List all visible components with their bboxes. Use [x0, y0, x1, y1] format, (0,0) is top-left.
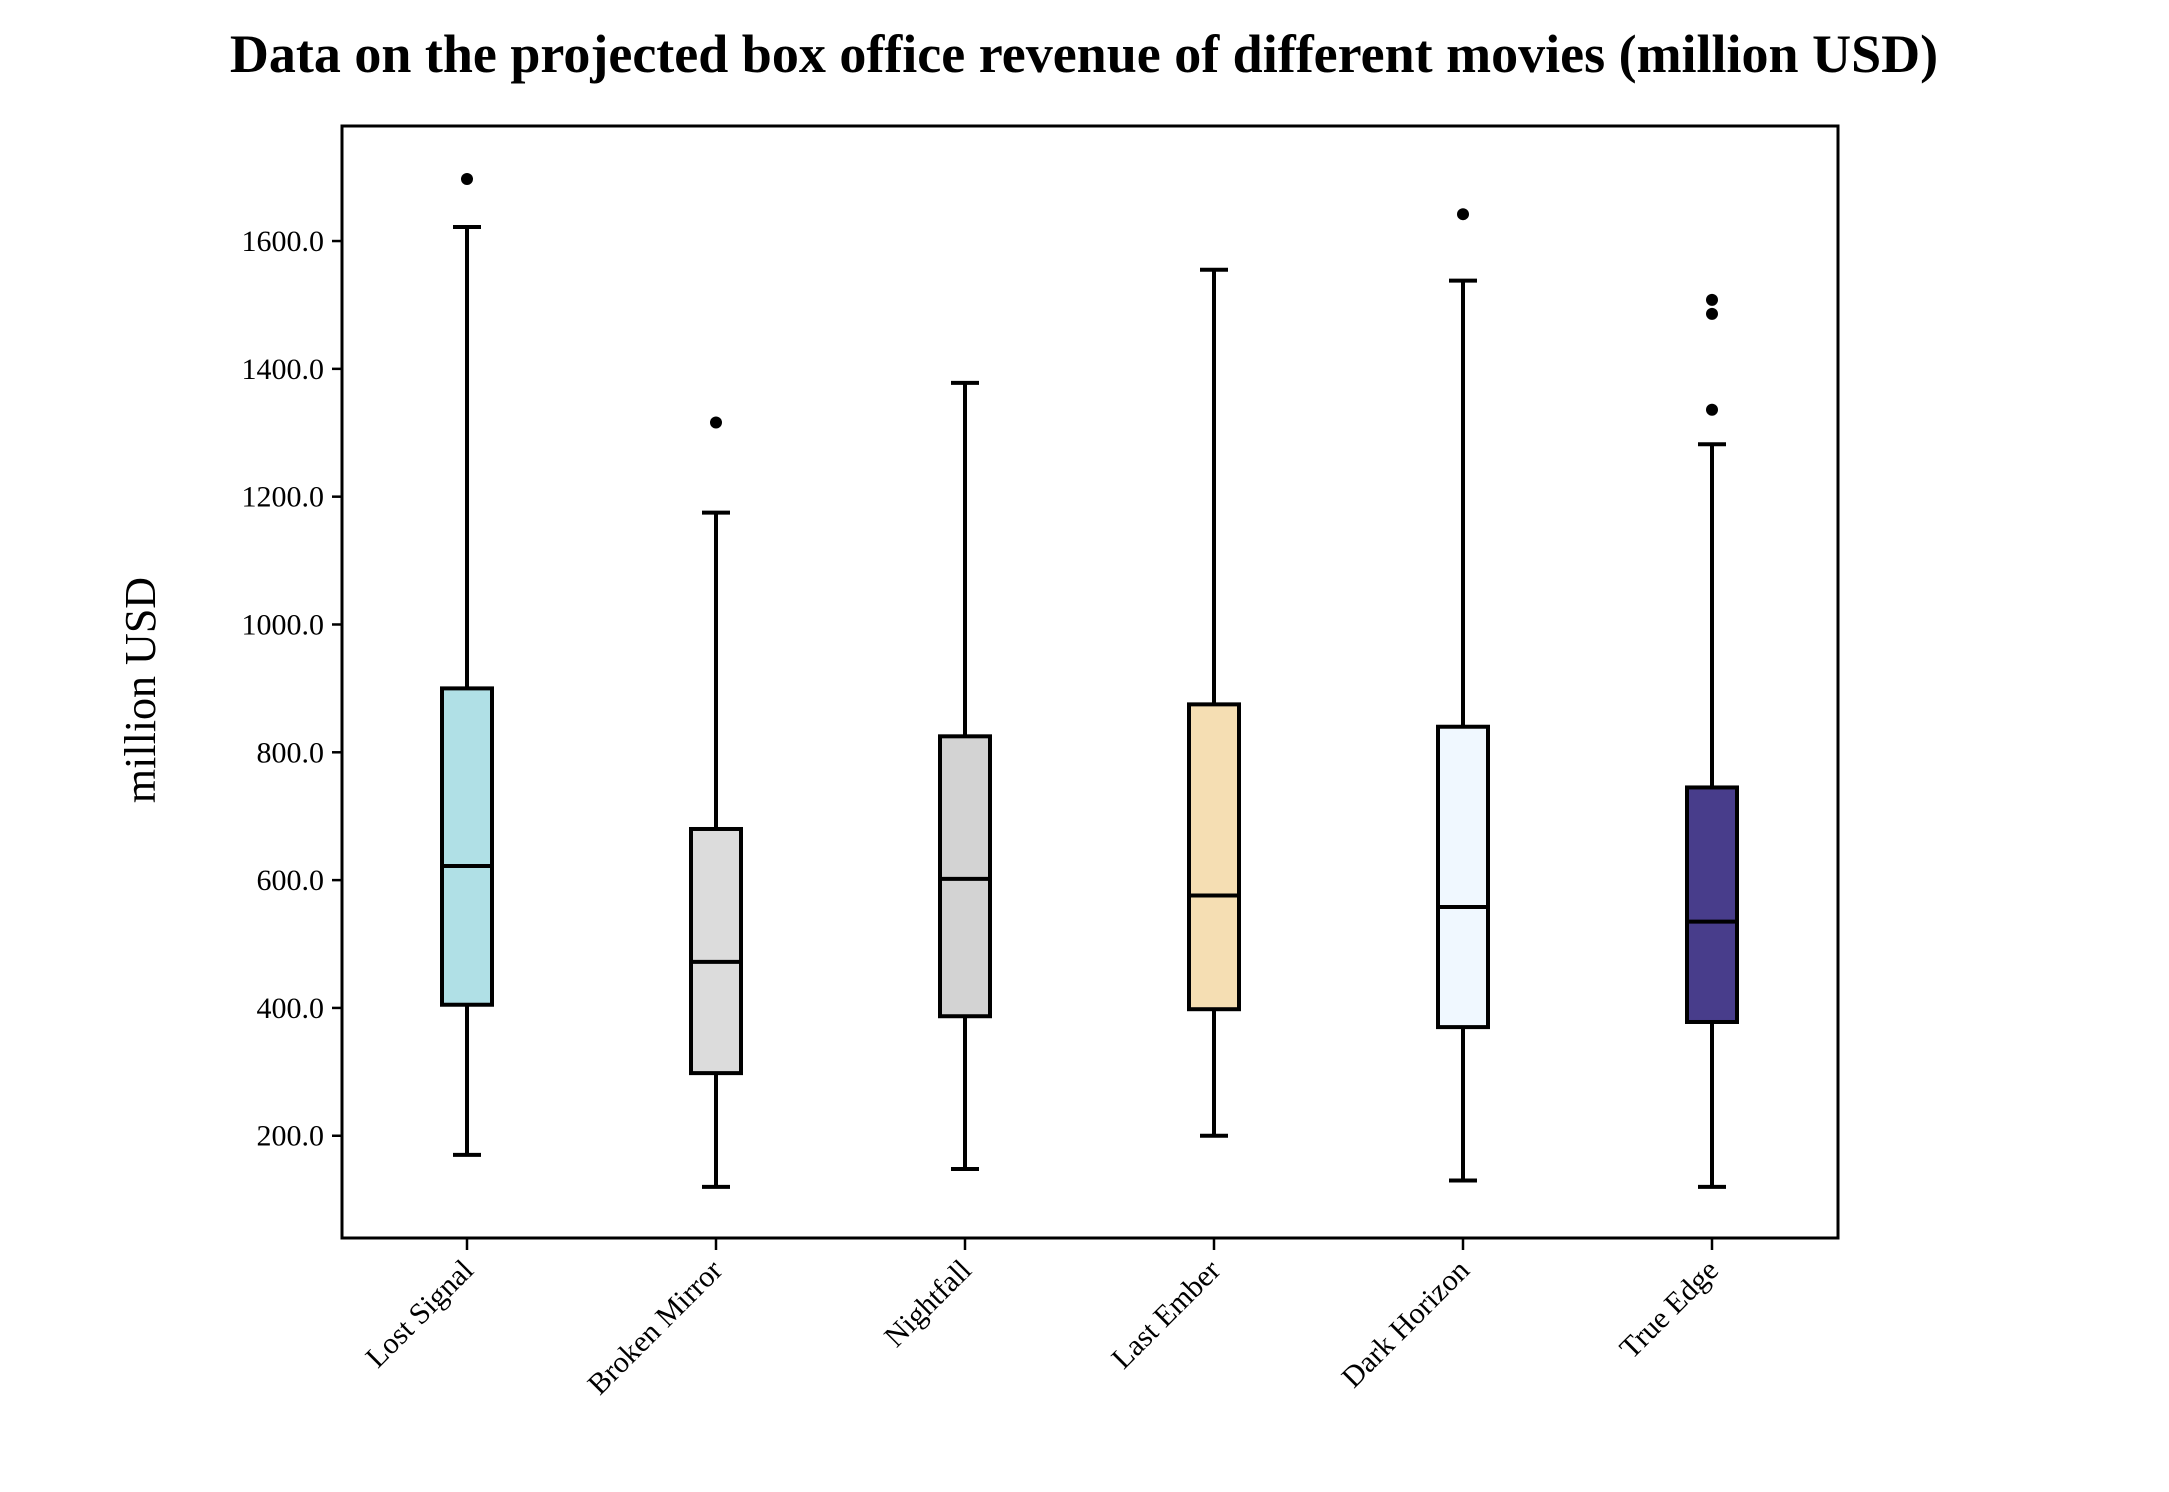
outlier-point — [1706, 307, 1718, 320]
iqr-box — [1187, 702, 1241, 1012]
x-tick-label: Nightfall — [878, 1254, 978, 1354]
x-tick-label: Dark Horizon — [1335, 1254, 1476, 1395]
iqr-box — [1685, 785, 1739, 1024]
box-true-edge — [1685, 293, 1739, 1189]
box-last-ember — [1187, 267, 1241, 1138]
box-dark-horizon — [1436, 208, 1490, 1183]
y-tick-label: 600.0 — [257, 864, 325, 897]
x-tick-label: Lost Signal — [359, 1254, 480, 1375]
plot-area: 200.0 400.0 600.0 800.0 1000.0 1200.0 1400.0 16… — [242, 124, 1840, 1402]
outlier-point — [710, 416, 722, 429]
box-lost-signal — [440, 173, 494, 1157]
outlier-point — [1706, 293, 1718, 306]
axes-frame — [340, 124, 1840, 1240]
iqr-box — [440, 686, 494, 1007]
y-tick-label: 400.0 — [257, 992, 325, 1025]
y-axis-label: million USD — [116, 577, 165, 803]
x-tick-label: True Edge — [1613, 1254, 1725, 1366]
iqr-box — [1436, 724, 1490, 1030]
outlier-point — [1706, 403, 1718, 416]
outlier-point — [1457, 208, 1469, 221]
chart-title: Data on the projected box office revenue… — [230, 24, 1938, 84]
iqr-box — [689, 826, 743, 1076]
x-tick-label: Last Ember — [1105, 1254, 1227, 1376]
y-tick-label: 1400.0 — [242, 353, 325, 386]
outlier-point — [461, 173, 473, 186]
y-tick-label: 200.0 — [257, 1120, 325, 1153]
y-tick-label: 800.0 — [257, 736, 325, 769]
x-tick-label: Broken Mirror — [581, 1254, 729, 1402]
y-tick-label: 1000.0 — [242, 608, 325, 641]
box-broken-mirror — [689, 416, 743, 1189]
y-tick-label: 1600.0 — [242, 225, 325, 258]
iqr-box — [938, 734, 992, 1019]
box-nightfall — [938, 380, 992, 1171]
y-tick-label: 1200.0 — [242, 481, 325, 514]
